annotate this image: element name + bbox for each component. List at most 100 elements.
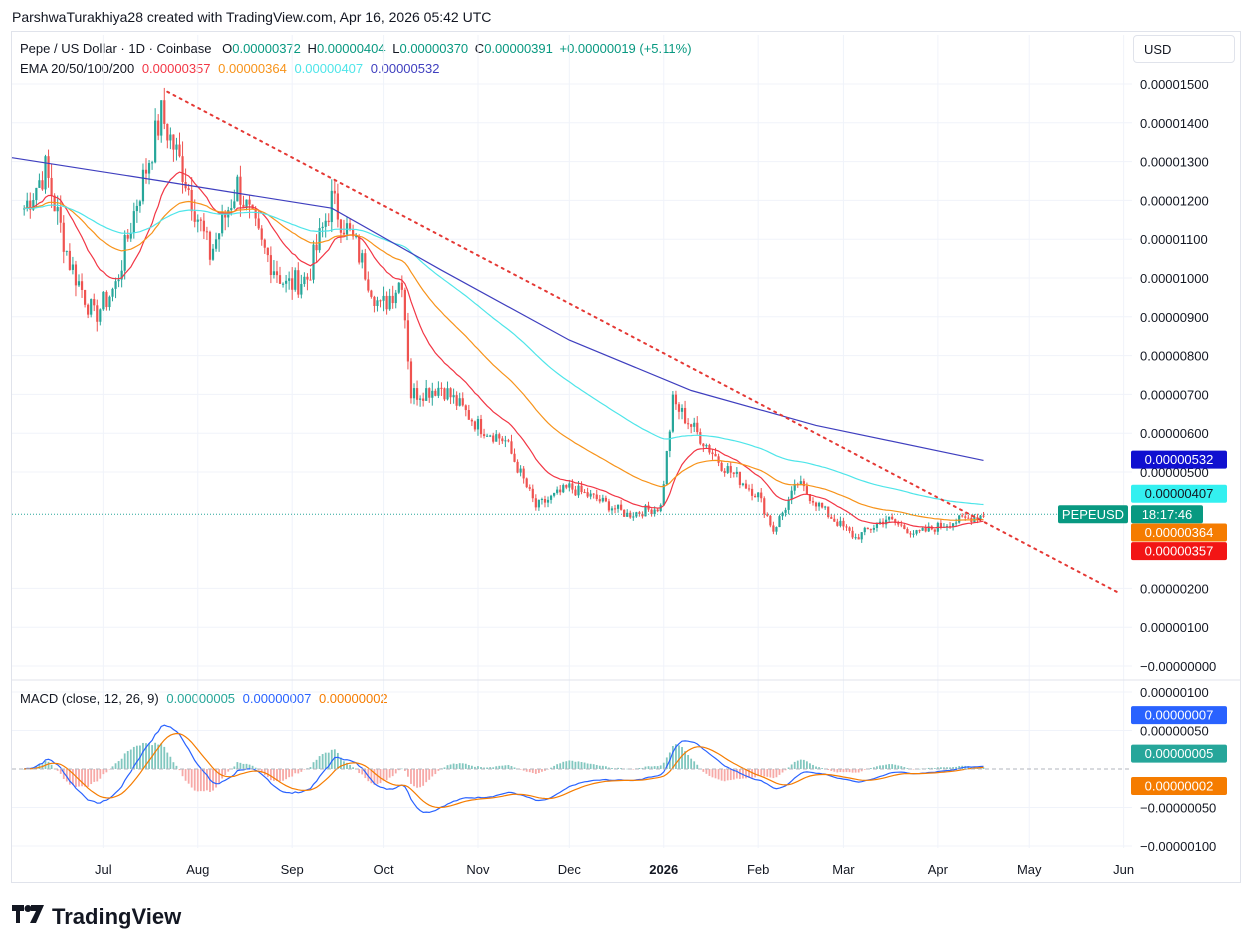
macd-label[interactable]: MACD (close, 12, 26, 9) xyxy=(20,691,159,706)
macd-histogram-bar xyxy=(483,767,485,769)
candle-body xyxy=(385,295,388,310)
macd-histogram-bar xyxy=(166,752,169,769)
macd-histogram-bar xyxy=(772,769,775,779)
candle-body xyxy=(260,228,263,240)
macd-signal-tag: 0.00000002 xyxy=(1145,778,1214,793)
candle-body xyxy=(403,289,406,321)
price-axis-label: 0.00000500 xyxy=(1140,465,1209,480)
candle-body xyxy=(452,395,455,398)
time-axis-label: Oct xyxy=(373,862,394,877)
macd-histogram-bar xyxy=(446,765,449,769)
macd-histogram-bar xyxy=(580,762,583,769)
candle-body xyxy=(598,499,601,502)
candle-body xyxy=(912,533,915,535)
candle-body xyxy=(842,520,845,527)
candle-body xyxy=(626,512,629,517)
candle-body xyxy=(897,522,900,525)
macd-histogram-bar xyxy=(132,746,135,769)
price-axis-label: 0.00001200 xyxy=(1140,193,1209,208)
macd-histogram-bar xyxy=(638,767,641,769)
macd-histogram-bar xyxy=(681,747,683,769)
candle-body xyxy=(455,395,458,406)
macd-histogram-bar xyxy=(565,761,568,769)
time-axis-label: Dec xyxy=(558,862,582,877)
candle-body xyxy=(513,453,516,462)
candle-body xyxy=(790,490,793,500)
ema-label[interactable]: EMA 20/50/100/200 xyxy=(20,61,135,76)
macd-histogram-bar xyxy=(148,743,150,769)
ema50-value: 0.00000364 xyxy=(218,61,287,76)
macd-histogram-bar xyxy=(940,767,942,769)
macd-histogram-bar xyxy=(732,769,735,780)
macd-histogram-bar xyxy=(370,769,373,784)
close-label: C xyxy=(474,41,485,56)
candle-body xyxy=(522,468,525,479)
candle-body xyxy=(702,443,705,447)
candle-body xyxy=(391,295,394,304)
candle-body xyxy=(763,498,766,515)
symbol-tag: PEPEUSD xyxy=(1062,507,1124,522)
candle-body xyxy=(918,530,921,532)
candle-body xyxy=(141,169,145,202)
macd-histogram-bar xyxy=(872,767,875,769)
candle-body xyxy=(580,485,583,493)
macd-histogram-bar xyxy=(662,762,665,769)
macd-histogram-bar xyxy=(59,769,62,774)
candle-body xyxy=(489,435,492,437)
macd-histogram-bar xyxy=(367,769,370,782)
macd-histogram-bar xyxy=(510,766,513,769)
candle-body xyxy=(665,450,668,485)
ema20-price-tag-bg xyxy=(1131,542,1227,561)
macd-histogram-bar xyxy=(534,769,537,774)
candle-body xyxy=(516,461,519,473)
macd-histogram-bar xyxy=(157,744,160,769)
macd-histogram-bar xyxy=(333,749,336,769)
time-axis-label: Jun xyxy=(1113,862,1134,877)
ema100-line xyxy=(24,204,984,506)
macd-histogram-bar xyxy=(172,762,175,769)
macd-histogram-bar xyxy=(522,769,525,771)
candle-body xyxy=(291,278,294,290)
macd-axis-label: −0.00000050 xyxy=(1140,801,1216,816)
candle-body xyxy=(778,516,781,528)
candle-body xyxy=(59,207,62,223)
macd-histogram-bar xyxy=(458,763,461,769)
macd-histogram-bar xyxy=(245,763,248,769)
candle-body xyxy=(671,394,674,432)
low-label: L xyxy=(392,41,400,56)
candle-body xyxy=(68,250,71,270)
macd-histogram-bar xyxy=(903,767,906,769)
macd-histogram-bar xyxy=(407,769,409,777)
macd-histogram-bar xyxy=(324,752,327,769)
macd-histogram-bar xyxy=(385,769,388,781)
candle-body xyxy=(199,219,202,221)
candle-body xyxy=(339,219,343,233)
candle-body xyxy=(266,247,269,256)
symbol-label[interactable]: Pepe / US Dollar · 1D · Coinbase xyxy=(20,41,212,56)
macd-histogram-bar xyxy=(300,769,303,772)
macd-histogram-bar xyxy=(443,767,446,769)
countdown-tag-bg xyxy=(1131,505,1203,524)
candle-body xyxy=(172,134,175,150)
currency-selector[interactable]: USD xyxy=(1133,35,1235,63)
macd-histogram-bar xyxy=(474,766,476,769)
candle-body xyxy=(318,228,321,251)
macd-histogram-bar xyxy=(882,765,884,769)
macd-histogram-bar xyxy=(519,769,522,770)
candle-body xyxy=(741,483,745,485)
macd-histogram-bar xyxy=(477,766,479,769)
macd-histogram-bar xyxy=(120,758,123,769)
macd-histogram-bar xyxy=(918,768,921,770)
tradingview-logo[interactable]: TradingView xyxy=(12,904,181,930)
candle-body xyxy=(766,514,769,516)
macd-histogram-bar xyxy=(504,765,507,769)
price-chart[interactable]: 0.00001500 0.00001400 0.00001300 0.00001200… xyxy=(0,0,1252,900)
ema200-value: 0.00000532 xyxy=(370,61,440,76)
macd-histogram-bar xyxy=(105,769,108,773)
open-label: O xyxy=(222,41,233,56)
ema-legend: EMA 20/50/100/200 0.00000357 0.00000364 … xyxy=(20,61,439,76)
macd-histogram-bar xyxy=(775,769,778,778)
macd-histogram-bar xyxy=(723,769,726,782)
macd-histogram-bar xyxy=(309,767,312,769)
macd-line-tag-bg xyxy=(1131,706,1227,725)
